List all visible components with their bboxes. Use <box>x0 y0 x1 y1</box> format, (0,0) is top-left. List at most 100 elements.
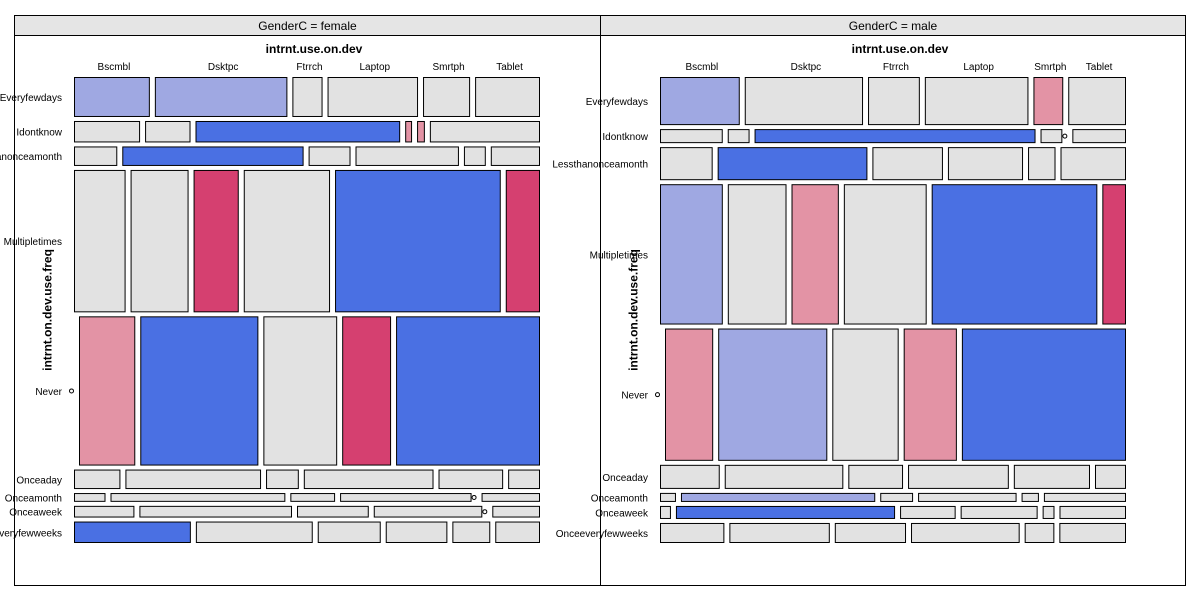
panel-female: GenderC = female intrnt.use.on.dev intrnt.… <box>0 15 601 543</box>
mosaic-cell <box>429 120 540 143</box>
row-label: Lessthanonceamonth <box>0 152 62 163</box>
row-label: Onceamonth <box>591 493 648 504</box>
mosaic-cell <box>900 505 956 519</box>
mosaic-cell <box>308 146 351 166</box>
column-label: Smrtph <box>1034 62 1066 73</box>
column-label: Tablet <box>1086 62 1113 73</box>
mosaic-cell <box>263 316 338 466</box>
row-label: Multipletimes <box>4 237 62 248</box>
mosaic-cell <box>834 522 907 544</box>
mosaic-cell <box>481 493 540 502</box>
mosaic-cell <box>924 77 1029 126</box>
mosaic-cell <box>843 184 927 325</box>
mosaic-cell <box>290 493 336 502</box>
row-multipletimes: Multipletimes <box>4 169 540 313</box>
row-lessthanonceamonth: Lessthanonceamonth <box>552 147 1127 181</box>
mosaic-cell <box>675 505 896 519</box>
mosaic-cell <box>918 492 1017 502</box>
row-label: Onceaday <box>602 473 648 484</box>
mosaic-cell <box>74 77 150 117</box>
mosaic-cell <box>1072 129 1126 144</box>
column-label: Laptop <box>963 62 994 73</box>
row-onceeveryfewweeks: Onceeveryfewweeks <box>0 521 540 543</box>
mosaic-cell <box>1102 184 1126 325</box>
mosaic-cell <box>110 493 286 502</box>
mosaic-cell <box>405 120 413 143</box>
mosaic-cell <box>1042 505 1055 519</box>
row-label: Lessthanonceamonth <box>552 160 648 171</box>
mosaic-cell <box>74 505 135 518</box>
mosaic-cell <box>195 521 313 543</box>
mosaic-cell <box>139 505 293 518</box>
column-label: Tablet <box>496 62 523 73</box>
mosaic-cell <box>1040 129 1063 144</box>
row-label: Everyfewdays <box>586 97 648 108</box>
mosaic-cell <box>508 469 541 490</box>
mosaic-cell <box>660 129 723 144</box>
mosaic-cell <box>396 316 540 466</box>
mosaic-cell <box>872 147 943 181</box>
row-never: Never <box>621 328 1126 461</box>
mosaic-cell <box>718 328 828 461</box>
panel-title: GenderC = female <box>258 19 357 33</box>
mosaic-cell <box>1059 522 1126 544</box>
mosaic-cell <box>154 77 288 117</box>
panel-male: GenderC = male intrnt.use.on.dev intrnt.on… <box>552 15 1186 586</box>
mosaic-cell <box>832 328 899 461</box>
mosaic-cell <box>727 129 750 144</box>
row-everyfewdays: Everyfewdays <box>0 77 541 117</box>
row-everyfewdays: Everyfewdays <box>586 77 1127 126</box>
column-label: Smrtph <box>432 62 464 73</box>
mosaic-cell <box>355 146 459 166</box>
mosaic-cell <box>195 120 401 143</box>
mosaic-cell <box>908 464 1009 489</box>
mosaic-cell <box>660 77 740 126</box>
mosaic-cell <box>74 521 191 543</box>
mosaic-cell <box>303 469 434 490</box>
mosaic-cell <box>660 464 720 489</box>
mosaic-cell <box>727 184 787 325</box>
mosaic-cell <box>122 146 304 166</box>
row-idontknow: Idontknow <box>602 129 1126 144</box>
mosaic-cell <box>947 147 1024 181</box>
mosaic-cell <box>74 146 118 166</box>
row-multipletimes: Multipletimes <box>590 184 1126 325</box>
mosaic-cell <box>660 492 676 502</box>
mosaic-cell <box>1013 464 1090 489</box>
mosaic-cell <box>125 469 262 490</box>
mosaic-cell <box>463 146 486 166</box>
mosaic-cell <box>660 522 725 544</box>
row-idontknow: Idontknow <box>16 120 540 143</box>
mosaic-cell <box>1060 147 1127 181</box>
mosaic-cell <box>660 505 671 519</box>
mosaic-cell <box>297 505 369 518</box>
row-label: Never <box>621 391 648 402</box>
column-label: Laptop <box>359 62 390 73</box>
mosaic-cell <box>438 469 504 490</box>
row-onceamonth: Onceamonth <box>591 492 1126 504</box>
mosaic-cell <box>342 316 392 466</box>
row-onceaweek: Onceaweek <box>9 505 540 519</box>
mosaic-cell <box>717 147 868 181</box>
mosaic-cell <box>495 521 540 543</box>
mosaic-cell <box>868 77 920 126</box>
mosaic-cell <box>74 169 126 313</box>
mosaic-cell <box>1094 464 1127 489</box>
mosaic-cell <box>140 316 259 466</box>
mosaic-cell <box>79 316 136 466</box>
row-label: Onceaweek <box>595 508 649 519</box>
mosaic-cell <box>1024 522 1055 544</box>
panel-strip <box>600 15 1186 36</box>
row-label: Everyfewdays <box>0 93 62 104</box>
column-label: Dsktpc <box>208 62 239 73</box>
mosaic-cell <box>931 184 1098 325</box>
empty-cell-marker <box>69 388 74 394</box>
mosaic-cell <box>1059 505 1127 519</box>
column-label: Bscmbl <box>98 62 131 73</box>
mosaic-cell <box>292 77 323 117</box>
mosaic-cell <box>373 505 483 518</box>
column-label: Ftrrch <box>883 62 909 73</box>
row-label: Onceaweek <box>9 508 63 519</box>
mosaic-cell <box>266 469 299 490</box>
mosaic-cell <box>1043 492 1126 502</box>
